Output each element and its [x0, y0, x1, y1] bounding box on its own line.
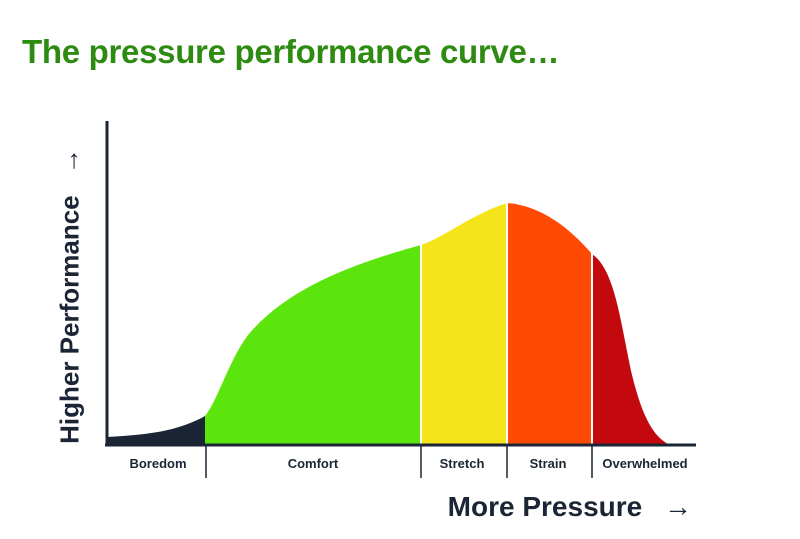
zone-area-strain	[507, 203, 592, 444]
page-title: The pressure performance curve…	[22, 33, 560, 70]
zone-label-boredom: Boredom	[129, 456, 186, 471]
zone-label-comfort: Comfort	[288, 456, 339, 471]
zone-area-comfort	[205, 245, 421, 444]
zone-label-overwhelmed: Overwhelmed	[602, 456, 687, 471]
zone-label-strain: Strain	[530, 456, 567, 471]
zone-label-stretch: Stretch	[440, 456, 485, 471]
zone-area-boredom	[107, 416, 205, 444]
zone-area-stretch	[421, 203, 507, 444]
x-axis-label: More Pressure →	[448, 491, 692, 523]
x-axis-label-text: More Pressure	[447, 491, 643, 522]
zone-area-overwhelmed	[592, 254, 668, 444]
x-axis-arrow-icon: →	[664, 491, 692, 522]
